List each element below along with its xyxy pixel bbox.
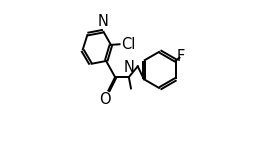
Text: Cl: Cl [121, 37, 136, 52]
Text: F: F [177, 49, 185, 64]
Text: N: N [124, 60, 134, 75]
Text: O: O [100, 92, 111, 107]
Text: N: N [98, 14, 109, 29]
